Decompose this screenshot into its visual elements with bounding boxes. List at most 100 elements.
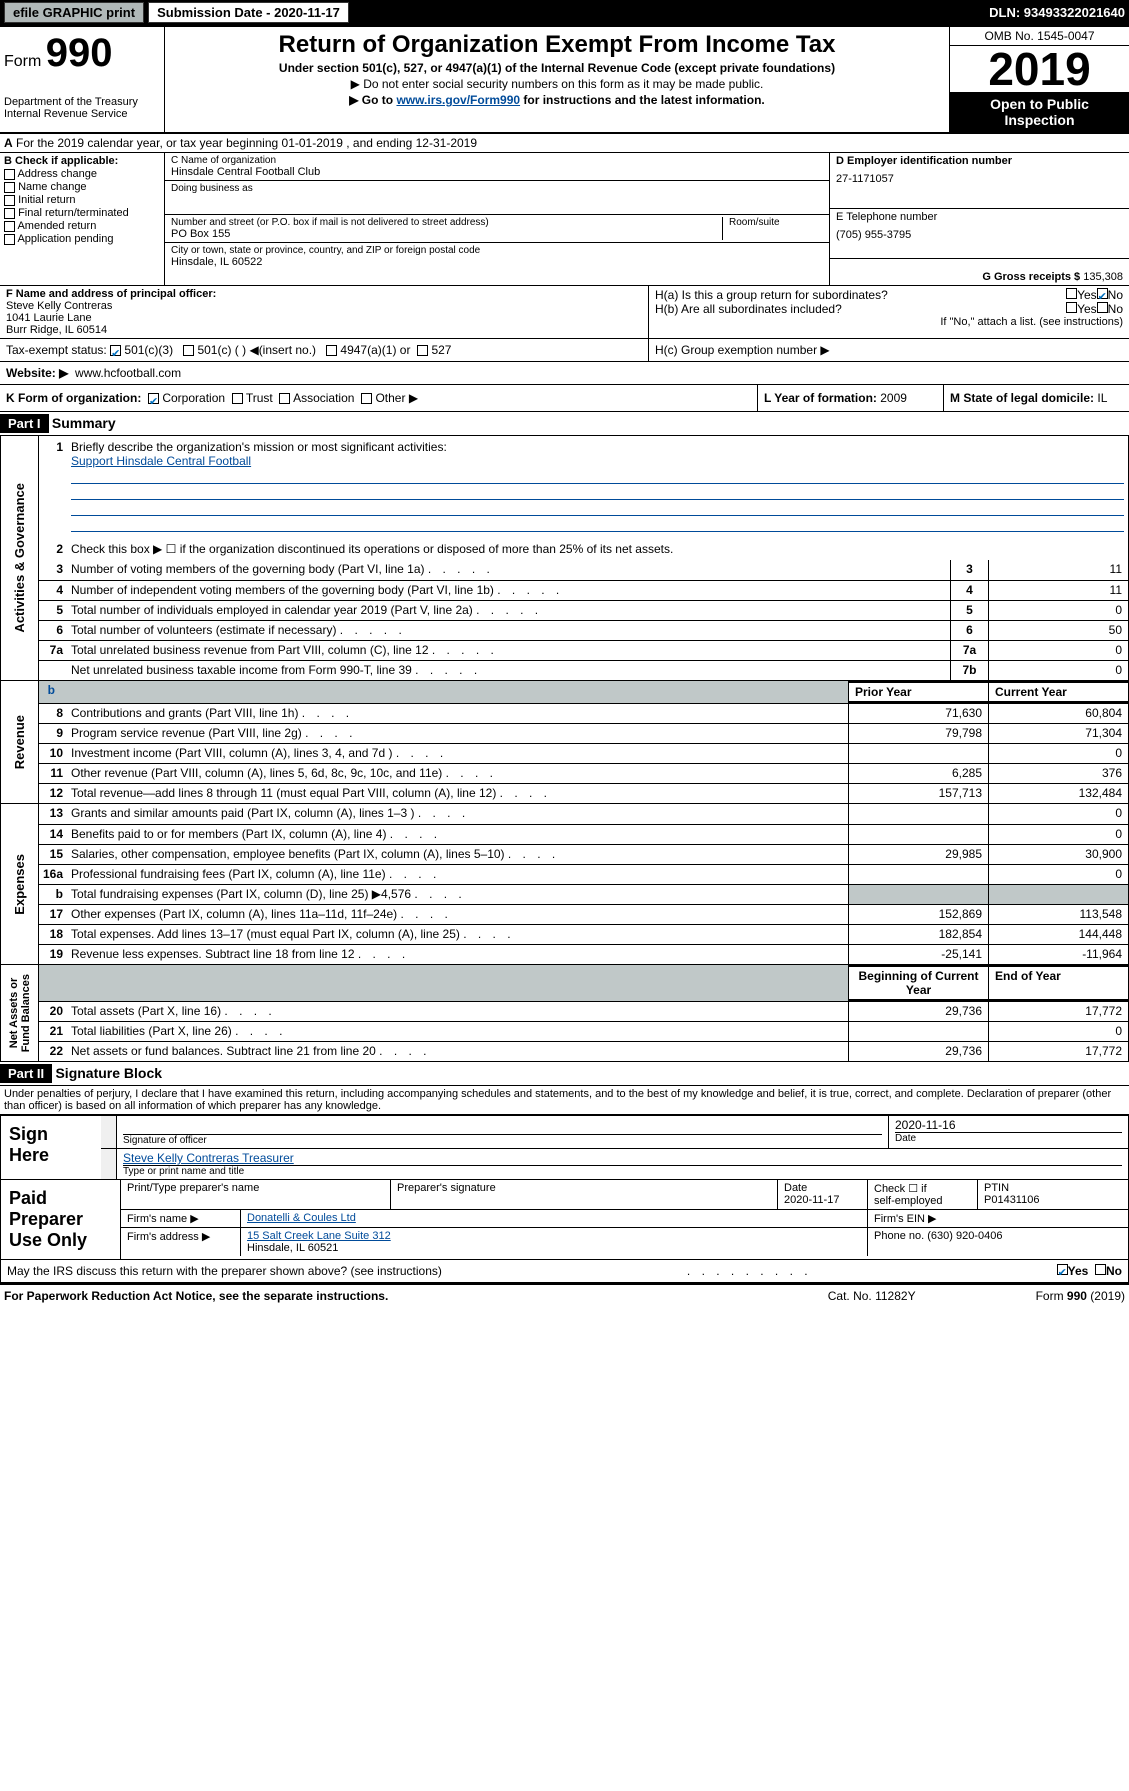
side-activities: Activities & Governance: [1, 436, 39, 680]
line-17-num: 17: [39, 905, 67, 924]
line-10-num: 10: [39, 744, 67, 763]
cb-trust[interactable]: [232, 393, 243, 404]
cb-initial-return[interactable]: Initial return: [4, 194, 160, 206]
hb-yes[interactable]: [1066, 302, 1077, 313]
line-14-desc: Benefits paid to or for members (Part IX…: [67, 825, 848, 844]
side-net: Net Assets or Fund Balances: [1, 965, 39, 1061]
note-ssn: ▶ Do not enter social security numbers o…: [173, 77, 941, 91]
cb-name-change[interactable]: Name change: [4, 181, 160, 193]
line-17-prior: 152,869: [848, 905, 988, 924]
form-subtitle: Under section 501(c), 527, or 4947(a)(1)…: [173, 61, 941, 75]
cb-527[interactable]: [417, 345, 428, 356]
line-12-curr: 132,484: [988, 784, 1128, 803]
line-9-num: 9: [39, 724, 67, 743]
sign-here-block: Sign Here Signature of officer 2020-11-1…: [0, 1114, 1129, 1180]
side-expenses: Expenses: [1, 804, 39, 964]
line-22-prior: 29,736: [848, 1042, 988, 1061]
line-4-key: 4: [950, 581, 988, 600]
cb-final-return[interactable]: Final return/terminated: [4, 207, 160, 219]
paid-preparer-block: Paid Preparer Use Only Print/Type prepar…: [0, 1180, 1129, 1260]
irs-link[interactable]: www.irs.gov/Form990: [396, 93, 520, 107]
line-4-num: 4: [39, 581, 67, 600]
hb-no[interactable]: [1097, 302, 1108, 313]
addr-cell: Number and street (or P.O. box if mail i…: [165, 215, 829, 243]
line-5-desc: Total number of individuals employed in …: [67, 601, 950, 620]
ha-no[interactable]: [1097, 288, 1108, 299]
line-19-num: 19: [39, 945, 67, 964]
line-14-curr: 0: [988, 825, 1128, 844]
line-b-prior: [848, 885, 988, 904]
line-20-prior: 29,736: [848, 1002, 988, 1021]
line-8-curr: 60,804: [988, 704, 1128, 723]
cb-amended[interactable]: Amended return: [4, 220, 160, 232]
mission-text: Support Hinsdale Central Football: [71, 454, 251, 468]
ein-cell: D Employer identification number 27-1171…: [830, 153, 1129, 209]
cb-501c3[interactable]: [110, 345, 121, 356]
officer-signed: Steve Kelly Contreras Treasurer: [123, 1151, 1122, 1165]
line-8-num: 8: [39, 704, 67, 723]
line-10-prior: [848, 744, 988, 763]
form-footer: Form 990 (2019): [1036, 1289, 1125, 1303]
firm-name: Donatelli & Coules Ltd: [241, 1210, 868, 1227]
line-16a-curr: 0: [988, 865, 1128, 884]
website-row: Website: ▶ www.hcfootball.com: [0, 362, 1129, 385]
line-6-num: 6: [39, 621, 67, 640]
line-15-desc: Salaries, other compensation, employee b…: [67, 845, 848, 864]
discuss-no[interactable]: [1095, 1264, 1106, 1275]
line-2-num: 2: [39, 540, 67, 558]
line-3-key: 3: [950, 560, 988, 580]
line-11-num: 11: [39, 764, 67, 783]
line-12-num: 12: [39, 784, 67, 803]
ha-yes[interactable]: [1066, 288, 1077, 299]
open-to-public: Open to Public Inspection: [950, 92, 1129, 132]
cb-corp[interactable]: [148, 393, 159, 404]
dln: DLN: 93493322021640: [989, 5, 1125, 20]
cat-no: Cat. No. 11282Y: [828, 1289, 916, 1303]
line-4-val: 11: [988, 581, 1128, 600]
cb-assoc[interactable]: [279, 393, 290, 404]
line-8-prior: 71,630: [848, 704, 988, 723]
line-13-desc: Grants and similar amounts paid (Part IX…: [67, 804, 848, 824]
line-17-desc: Other expenses (Part IX, column (A), lin…: [67, 905, 848, 924]
year-formation: L Year of formation: 2009: [757, 385, 943, 411]
cb-application[interactable]: Application pending: [4, 233, 160, 245]
line-13-curr: 0: [988, 804, 1128, 824]
line-21-curr: 0: [988, 1022, 1128, 1041]
line-14-prior: [848, 825, 988, 844]
line-19-desc: Revenue less expenses. Subtract line 18 …: [67, 945, 848, 964]
line-6-desc: Total number of volunteers (estimate if …: [67, 621, 950, 640]
cb-address-change[interactable]: Address change: [4, 168, 160, 180]
line-7a-key: 7a: [950, 641, 988, 660]
form-title: Return of Organization Exempt From Incom…: [173, 31, 941, 59]
line-11-curr: 376: [988, 764, 1128, 783]
line-11-prior: 6,285: [848, 764, 988, 783]
form-number: Form 990: [4, 31, 160, 76]
line-6-key: 6: [950, 621, 988, 640]
org-name-cell: C Name of organization Hinsdale Central …: [165, 153, 829, 181]
group-return: H(a) Is this a group return for subordin…: [649, 286, 1129, 338]
paperwork-notice: For Paperwork Reduction Act Notice, see …: [4, 1289, 388, 1303]
line--num: [39, 661, 67, 680]
line-7a-desc: Total unrelated business revenue from Pa…: [67, 641, 950, 660]
city-cell: City or town, state or province, country…: [165, 243, 829, 270]
line-15-prior: 29,985: [848, 845, 988, 864]
part-2-title: Signature Block: [55, 1065, 162, 1081]
line-6-val: 50: [988, 621, 1128, 640]
cb-4947[interactable]: [326, 345, 337, 356]
line-17-curr: 113,548: [988, 905, 1128, 924]
line-10-curr: 0: [988, 744, 1128, 763]
cb-other[interactable]: [361, 393, 372, 404]
submission-date: Submission Date - 2020-11-17: [148, 2, 349, 23]
line-20-curr: 17,772: [988, 1002, 1128, 1021]
line-20-desc: Total assets (Part X, line 16) . . . .: [67, 1002, 848, 1021]
line-3-desc: Number of voting members of the governin…: [67, 560, 950, 580]
efile-button[interactable]: efile GRAPHIC print: [4, 2, 144, 23]
discuss-yes[interactable]: [1057, 1264, 1068, 1275]
line-10-desc: Investment income (Part VIII, column (A)…: [67, 744, 848, 763]
line-1-num: 1: [39, 438, 67, 536]
line-5-val: 0: [988, 601, 1128, 620]
line-15-curr: 30,900: [988, 845, 1128, 864]
line-18-prior: 182,854: [848, 925, 988, 944]
beg-year-hdr: Beginning of Current Year: [848, 965, 988, 1001]
cb-501c[interactable]: [183, 345, 194, 356]
